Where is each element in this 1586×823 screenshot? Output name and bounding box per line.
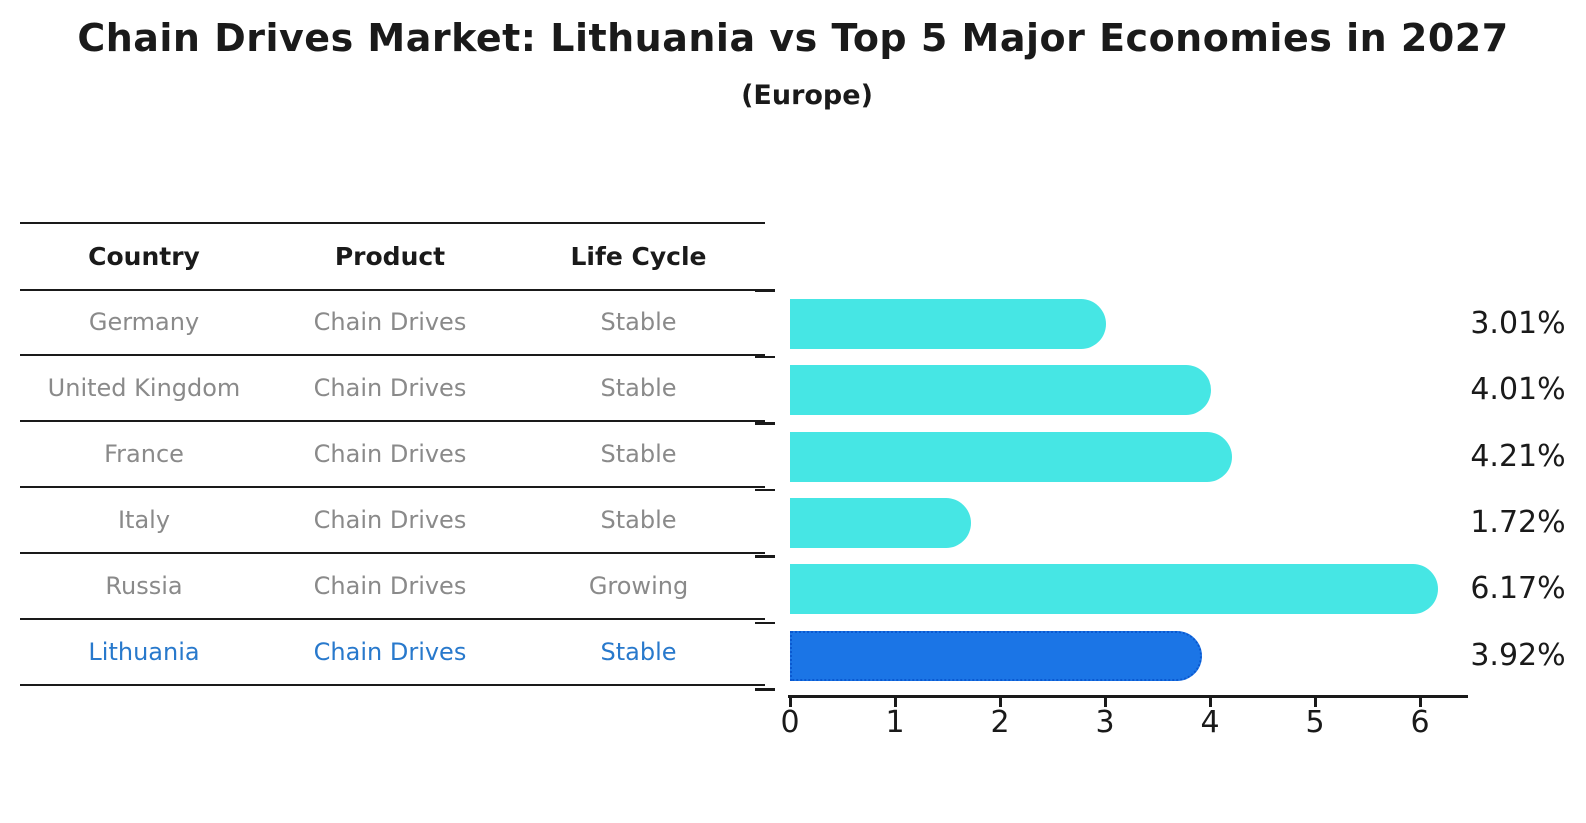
x-axis-tick (999, 697, 1002, 707)
cell-life-cycle: Growing (588, 572, 689, 600)
cell-life-cycle: Stable (600, 440, 677, 469)
chart-title: Chain Drives Market: Lithuania vs Top 5 … (77, 16, 1509, 60)
table-row-russia: Russia Chain Drives Growing (20, 554, 765, 620)
cell-life-cycle: Stable (600, 506, 677, 535)
table-row-italy: Italy Chain Drives Stable (20, 488, 765, 555)
bar-russia (790, 564, 1438, 615)
bar-italy (790, 497, 971, 548)
y-axis-tick (755, 555, 775, 558)
x-axis-tick (789, 697, 792, 707)
x-tick-label: 4 (1200, 705, 1220, 740)
cell-product: Chain Drives (313, 637, 467, 666)
cell-country: United Kingdom (47, 374, 241, 403)
cell-life-cycle: Stable (600, 374, 677, 403)
column-header-product: Product (334, 241, 446, 271)
x-tick-label: 3 (1095, 705, 1115, 740)
cell-life-cycle: Stable (600, 308, 677, 337)
comparison-table: Country Product Life Cycle Germany Chain… (20, 222, 765, 686)
x-axis-line (788, 695, 1468, 698)
bar-france (790, 431, 1233, 482)
y-axis-tick (755, 488, 775, 491)
x-tick-label: 5 (1305, 705, 1325, 740)
cell-product: Chain Drives (313, 440, 467, 469)
table-row-lithuania-highlighted: Lithuania Chain Drives Stable (20, 620, 765, 686)
x-axis-tick (894, 697, 897, 707)
cell-life-cycle: Stable (600, 637, 677, 666)
table-row-united-kingdom: United Kingdom Chain Drives Stable (20, 356, 765, 423)
column-header-life-cycle: Life Cycle (570, 241, 707, 271)
cell-product: Chain Drives (313, 308, 467, 337)
x-axis-tick (1314, 697, 1317, 707)
table-header-row: Country Product Life Cycle (20, 224, 765, 291)
value-label-germany: 3.01% (1470, 305, 1566, 341)
x-tick-label: 6 (1410, 705, 1430, 740)
cell-country: Italy (117, 506, 171, 535)
y-axis-tick (755, 422, 775, 425)
cell-country: France (104, 440, 184, 469)
table-row-france: France Chain Drives Stable (20, 422, 765, 489)
bar-germany (790, 298, 1107, 349)
value-label-united-kingdom: 4.01% (1470, 372, 1566, 408)
y-axis-tick (755, 688, 775, 691)
value-label-italy: 1.72% (1470, 504, 1566, 540)
cell-product: Chain Drives (313, 374, 467, 403)
x-tick-label: 0 (780, 705, 800, 740)
bar-united-kingdom (790, 365, 1212, 416)
cell-product: Chain Drives (313, 572, 467, 600)
cell-country: Germany (88, 308, 200, 337)
cell-product: Chain Drives (313, 506, 467, 535)
x-tick-label: 2 (990, 705, 1010, 740)
x-axis-tick (1209, 697, 1212, 707)
x-axis-tick (1104, 697, 1107, 707)
value-label-russia: 6.17% (1470, 571, 1566, 607)
table-row-germany: Germany Chain Drives Stable (20, 291, 765, 357)
cell-country: Lithuania (88, 637, 200, 666)
y-axis-tick (755, 289, 775, 292)
column-header-country: Country (88, 241, 200, 271)
y-axis-tick (755, 355, 775, 358)
value-label-france: 4.21% (1470, 438, 1566, 474)
x-tick-label: 1 (885, 705, 905, 740)
x-axis-tick (1419, 697, 1422, 707)
value-label-lithuania: 3.92% (1470, 637, 1566, 673)
bar-lithuania-highlighted (790, 630, 1202, 681)
chart-subtitle: (Europe) (741, 80, 873, 111)
cell-country: Russia (105, 572, 183, 600)
y-axis-tick (755, 621, 775, 624)
